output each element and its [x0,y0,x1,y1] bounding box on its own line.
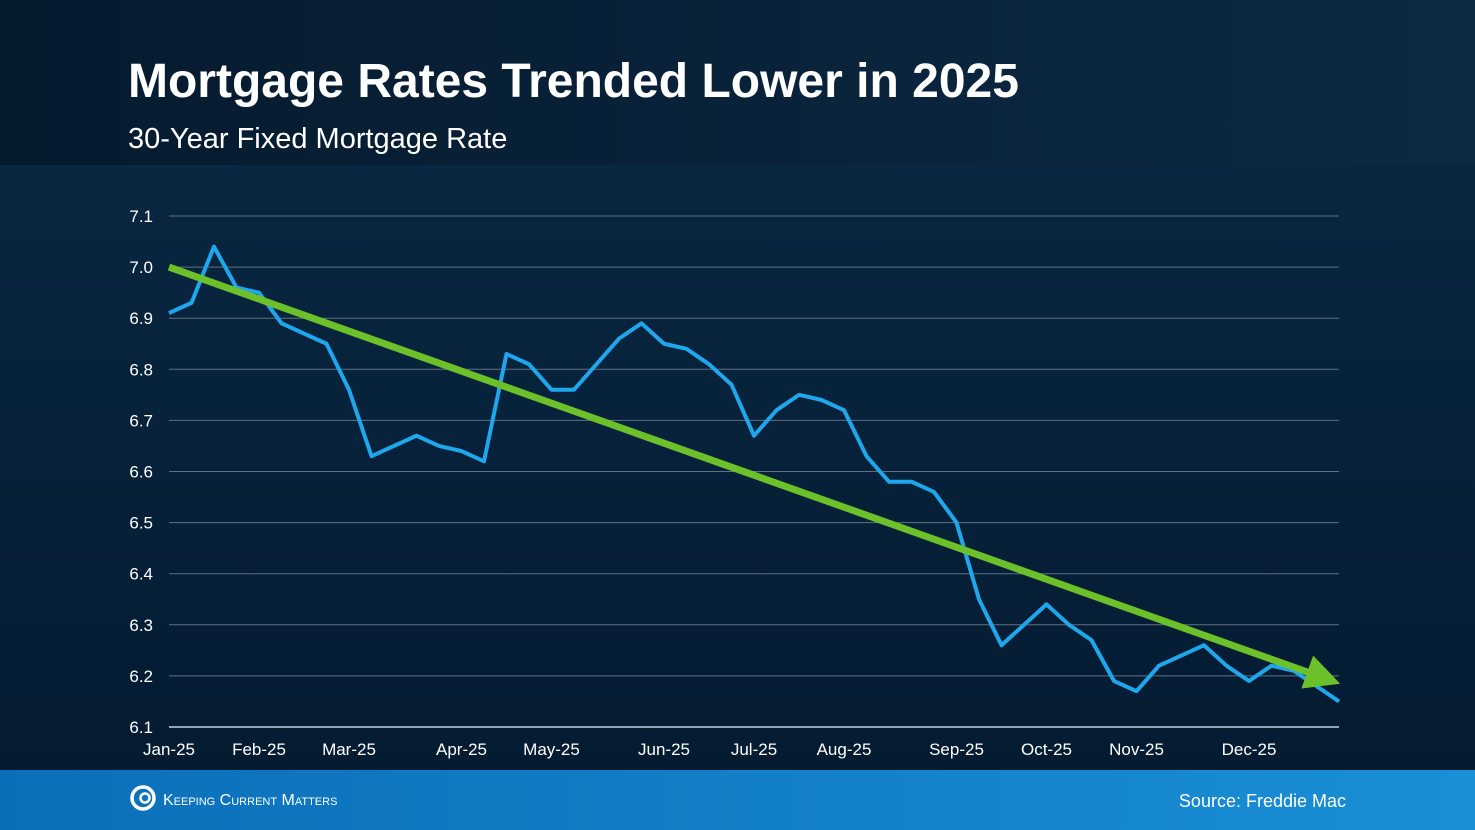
y-tick-label: 7.0 [129,258,153,277]
chart-title: Mortgage Rates Trended Lower in 2025 [128,55,1019,108]
footer [0,770,1475,830]
y-tick-label: 6.1 [129,718,153,737]
x-tick-label: Oct-25 [1021,740,1072,759]
x-tick-label: Apr-25 [436,740,487,759]
trend-arrow [167,263,1341,689]
y-tick-label: 6.9 [129,309,153,328]
y-tick-label: 6.8 [129,360,153,379]
source: Source: Freddie Mac [1179,791,1346,811]
header [0,0,1475,165]
y-tick-label: 6.6 [129,463,153,482]
x-tick-label: May-25 [523,740,580,759]
logo-icon-inner [139,792,151,804]
plot: 6.1 6.2 6.3 6.4 6.5 6.6 6.7 6.8 6.9 7.0 7.1 Jan-25 F… [129,207,1341,759]
x-tick-label: Jun-25 [638,740,690,759]
x-tick-label: Dec-25 [1222,740,1277,759]
x-tick-label: Feb-25 [232,740,286,759]
y-tick-label: 6.4 [129,565,153,584]
y-tick-label: 7.1 [129,207,153,226]
y-tick-label: 6.2 [129,667,153,686]
x-tick-label: Mar-25 [322,740,376,759]
logo-text: Keeping Current Matters [163,792,337,809]
x-tick-label: Jan-25 [143,740,195,759]
y-tick-label: 6.3 [129,616,153,635]
x-tick-label: Nov-25 [1109,740,1164,759]
x-tick-label: Sep-25 [929,740,984,759]
logo-icon [130,785,156,811]
x-tick-label: Jul-25 [731,740,777,759]
y-tick-label: 6.7 [129,411,153,430]
chart-subtitle: 30-Year Fixed Mortgage Rate [128,123,507,155]
y-tick-label: 6.5 [129,514,153,533]
series-line [168,244,1341,704]
x-tick-label: Aug-25 [817,740,872,759]
